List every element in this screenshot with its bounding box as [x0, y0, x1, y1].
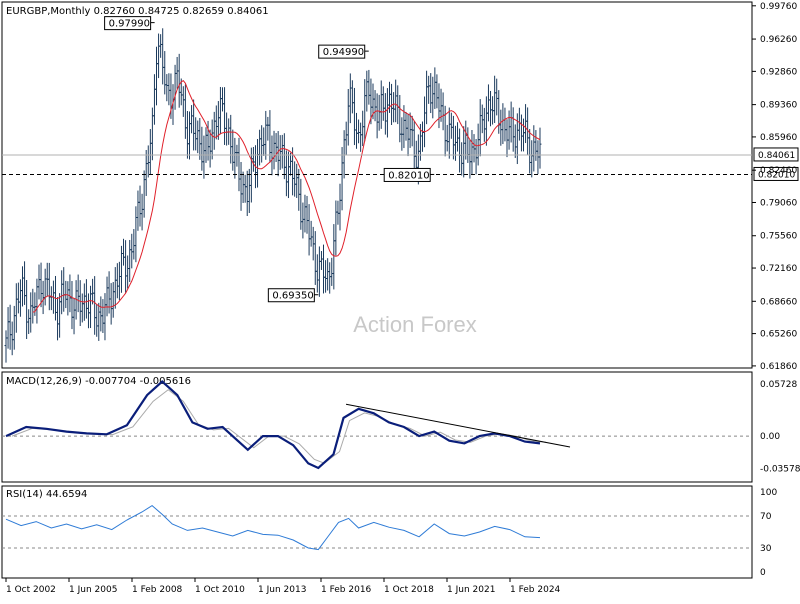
macd-tick-label: 0.00: [760, 432, 780, 442]
current-price-box: [753, 147, 799, 162]
current-price-label: 0.84061: [758, 151, 795, 161]
price-tick-label: 0.68660: [760, 297, 797, 307]
macd-label: MACD(12,26,9) -0.007704 -0.005616: [6, 376, 191, 387]
price-tick-label: 0.82460: [760, 166, 797, 176]
macd-layer: [2, 380, 752, 470]
price-tick-label: 0.96260: [760, 35, 797, 45]
rsi-tick-label: 30: [760, 544, 772, 554]
price-tick-label: 0.79060: [760, 198, 797, 208]
x-tick-label: 1 Feb 2016: [321, 585, 372, 595]
rsi-line: [5, 504, 541, 551]
macd-signal-line: [11, 389, 547, 464]
x-tick-label: 1 Jun 2021: [447, 585, 495, 595]
price-panel-frame: [1, 1, 753, 369]
price-tick-label: 0.72160: [760, 264, 797, 274]
rsi-label: RSI(14) 44.6594: [6, 489, 87, 500]
price-header: EURGBP,Monthly 0.82760 0.84725 0.82659 0…: [6, 6, 269, 17]
support-price-label: 0.82010: [758, 170, 795, 180]
macd-panel-frame: [1, 371, 753, 483]
price-tick-label: 0.92860: [760, 67, 797, 77]
support-price-box: [753, 166, 799, 181]
x-tick-label: 1 Feb 2008: [132, 585, 183, 595]
axis-layer: 0.99760 0.96260 0.92860 0.89360 0.85960 0.824…: [5, 2, 800, 595]
macd-tick-label: 0.05728: [760, 380, 797, 390]
price-tick-label: 0.61860: [760, 362, 797, 372]
rsi-layer: [2, 504, 752, 551]
rsi-tick-label: 70: [760, 512, 772, 522]
x-tick-label: 1 Feb 2024: [510, 585, 561, 595]
macd-line: [5, 380, 541, 470]
macd-tick-label: -0.035783: [760, 465, 800, 475]
x-tick-label: 1 Jun 2013: [258, 585, 306, 595]
x-tick-label: 1 Jun 2005: [69, 585, 117, 595]
moving-average-line: [32, 80, 541, 313]
watermark: Action Forex: [353, 312, 477, 337]
x-tick-label: 1 Oct 2002: [6, 585, 56, 595]
rsi-tick-label: 0: [760, 568, 766, 578]
price-layer: 0.84061 0.82010 0.97990 0.94990 0.82010 0.693…: [2, 16, 799, 363]
macd-trendline: [345, 403, 571, 448]
x-tick-label: 1 Oct 2010: [195, 585, 245, 595]
price-tick-label: 0.89360: [760, 101, 797, 111]
rsi-tick-label: 100: [760, 488, 777, 498]
price-tick-label: 0.65260: [760, 330, 797, 340]
price-tick-label: 0.85960: [760, 133, 797, 143]
price-annotation-label: 0.69350: [272, 291, 313, 302]
price-tick-label: 0.99760: [760, 2, 797, 12]
x-tick-label: 1 Oct 2018: [384, 585, 434, 595]
price-tick-label: 0.75560: [760, 232, 797, 242]
price-annotation-label: 0.97990: [109, 19, 150, 30]
rsi-panel-frame: [1, 485, 753, 579]
price-annotation-label: 0.94990: [323, 47, 364, 58]
price-annotation-label: 0.82010: [388, 170, 429, 181]
